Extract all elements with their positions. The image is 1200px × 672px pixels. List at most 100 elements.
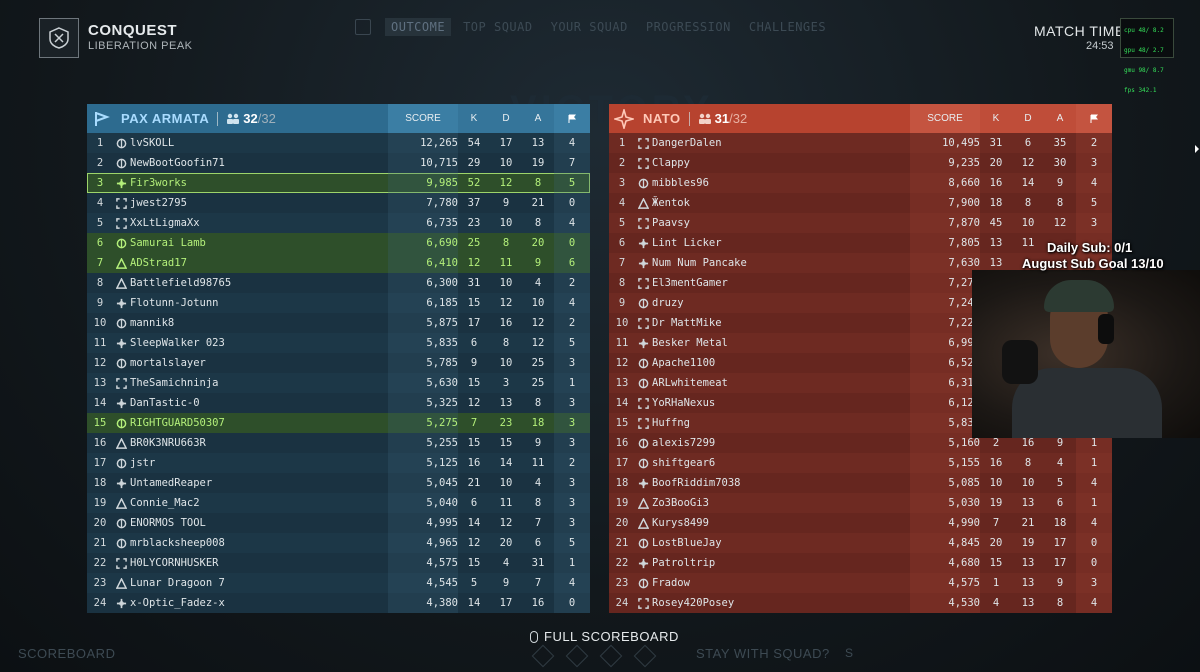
player-row[interactable]: 7 ADStrad17 6,410 12 11 9 6 (87, 253, 590, 273)
player-row[interactable]: 22 Patroltrip 4,680 15 13 17 0 (609, 553, 1112, 573)
col-assists[interactable]: A (522, 104, 554, 133)
col-kills[interactable]: K (980, 104, 1012, 133)
player-kills: 14 (467, 517, 481, 529)
col-kills[interactable]: K (458, 104, 490, 133)
player-kills: 15 (989, 557, 1003, 569)
player-row[interactable]: 12 mortalslayer 5,785 9 10 25 3 (87, 353, 590, 373)
player-row[interactable]: 21 mrblacksheep008 4,965 12 20 6 5 (87, 533, 590, 553)
player-assists: 9 (534, 257, 542, 269)
stay-with-squad-prompt[interactable]: STAY WITH SQUAD? (696, 646, 830, 661)
player-row[interactable]: 16 alexis7299 5,160 2 16 9 1 (609, 433, 1112, 453)
col-deaths[interactable]: D (490, 104, 522, 133)
player-row[interactable]: 20 Kurys8499 4,990 7 21 18 4 (609, 513, 1112, 533)
player-row[interactable]: 14 DanTastic-0 5,325 12 13 8 3 (87, 393, 590, 413)
player-row[interactable]: 1 DangerDalen 10,495 31 6 35 2 (609, 133, 1112, 153)
player-row[interactable]: 24 Rosey420Posey 4,530 4 13 8 4 (609, 593, 1112, 613)
player-row[interactable]: 9 Flotunn-Jotunn 6,185 15 12 10 4 (87, 293, 590, 313)
player-row[interactable]: 23 Fradow 4,575 1 13 9 3 (609, 573, 1112, 593)
player-rank: 5 (96, 217, 104, 229)
player-row[interactable]: 6 Lint Licker 7,805 13 11 (609, 233, 1112, 253)
tab-challenges[interactable]: CHALLENGES (748, 20, 827, 34)
player-deaths: 13 (1021, 597, 1035, 609)
player-kills: 21 (467, 477, 481, 489)
player-rank: 12 (93, 357, 107, 369)
player-name: Clappy (652, 157, 690, 169)
support-class-icon (113, 453, 129, 473)
player-row[interactable]: 5 XxLtLigmaXx 6,735 23 10 8 4 (87, 213, 590, 233)
full-scoreboard-button[interactable]: FULL SCOREBOARD (530, 629, 679, 644)
flag-icon[interactable] (554, 104, 590, 133)
player-rank: 22 (615, 557, 629, 569)
player-score: 4,965 (388, 533, 458, 553)
engineer-class-icon (113, 373, 129, 393)
player-rank: 20 (615, 517, 629, 529)
player-score: 6,120 (910, 393, 980, 413)
player-kills: 16 (989, 177, 1003, 189)
player-row[interactable]: 7 Num Num Pancake 7,630 13 (609, 253, 1112, 273)
player-deaths: 10 (499, 277, 513, 289)
player-row[interactable]: 8 Battlefield98765 6,300 31 10 4 2 (87, 273, 590, 293)
player-row[interactable]: 17 jstr 5,125 16 14 11 2 (87, 453, 590, 473)
player-rank: 14 (93, 397, 107, 409)
match-time-label: MATCH TIME (1034, 23, 1125, 39)
player-row[interactable]: 20 ENORMOS TOOL 4,995 14 12 7 3 (87, 513, 590, 533)
player-row[interactable]: 18 UntamedReaper 5,045 21 10 4 3 (87, 473, 590, 493)
player-row[interactable]: 3 Fir3works 9,985 52 12 8 5 (87, 173, 590, 193)
perf-line: cpu 48/ 8.2 (1124, 27, 1164, 34)
player-score: 4,545 (388, 573, 458, 593)
col-assists[interactable]: A (1044, 104, 1076, 133)
player-name: ENORMOS TOOL (130, 517, 206, 529)
flag-icon[interactable] (1076, 104, 1112, 133)
player-row[interactable]: 4 jwest2795 7,780 37 9 21 0 (87, 193, 590, 213)
player-row[interactable]: 2 Clappy 9,235 20 12 30 3 (609, 153, 1112, 173)
player-score: 9,235 (910, 153, 980, 173)
team-player-max: /32 (257, 111, 276, 126)
player-row[interactable]: 18 BoofRiddim7038 5,085 10 10 5 4 (609, 473, 1112, 493)
col-deaths[interactable]: D (1012, 104, 1044, 133)
tab-top-squad[interactable]: TOP SQUAD (463, 20, 533, 34)
player-row[interactable]: 5 Paavsy 7,870 45 10 12 3 (609, 213, 1112, 233)
player-row[interactable]: 21 LostBlueJay 4,845 20 19 17 0 (609, 533, 1112, 553)
player-row[interactable]: 19 Connie_Mac2 5,040 6 11 8 3 (87, 493, 590, 513)
player-row[interactable]: 17 shiftgear6 5,155 16 8 4 1 (609, 453, 1112, 473)
col-score[interactable]: SCORE (388, 104, 458, 133)
player-row[interactable]: 13 TheSamichninja 5,630 15 3 25 1 (87, 373, 590, 393)
player-row[interactable]: 3 mibbles96 8,660 16 14 9 4 (609, 173, 1112, 193)
player-row[interactable]: 6 Samurai Lamb 6,690 25 8 20 0 (87, 233, 590, 253)
player-kills: 25 (467, 237, 481, 249)
tab-progression[interactable]: PROGRESSION (645, 20, 731, 34)
col-score[interactable]: SCORE (910, 104, 980, 133)
player-rank: 18 (93, 477, 107, 489)
player-row[interactable]: 1 lvSKOLL 12,265 54 17 13 4 (87, 133, 590, 153)
player-row[interactable]: 24 x-Optic_Fadez-x 4,380 14 17 16 0 (87, 593, 590, 613)
player-row[interactable]: 19 Zo3BooGi3 5,030 19 13 6 1 (609, 493, 1112, 513)
player-row[interactable]: 2 NewBootGoofin71 10,715 29 10 19 7 (87, 153, 590, 173)
player-score: 4,575 (910, 573, 980, 593)
player-name: mibbles96 (652, 177, 709, 189)
player-row[interactable]: 11 SleepWalker 023 5,835 6 8 12 5 (87, 333, 590, 353)
player-kills: 12 (467, 397, 481, 409)
player-rank: 24 (93, 597, 107, 609)
player-rank: 16 (93, 437, 107, 449)
support-class-icon (113, 233, 129, 253)
tab-outcome[interactable]: OUTCOME (385, 18, 452, 36)
player-row[interactable]: 10 mannik8 5,875 17 16 12 2 (87, 313, 590, 333)
player-row[interactable]: 15 RIGHTGUARD50307 5,275 7 23 18 3 (87, 413, 590, 433)
player-name: Paavsy (652, 217, 690, 229)
support-class-icon (635, 573, 651, 593)
tab-your-squad[interactable]: YOUR SQUAD (550, 20, 628, 34)
player-name: Dr MattMike (652, 317, 722, 329)
nav-prev-icon[interactable] (355, 19, 371, 35)
player-row[interactable]: 23 Lunar Dragoon 7 4,545 5 9 7 4 (87, 573, 590, 593)
team-player-count: 32 (243, 111, 258, 126)
player-row[interactable]: 4 Ӂentok 7,900 18 8 8 5 (609, 193, 1112, 213)
player-rank: 19 (93, 497, 107, 509)
player-assists: 18 (531, 417, 545, 429)
player-row[interactable]: 16 BR0K3NRU663R 5,255 15 15 9 3 (87, 433, 590, 453)
player-kills: 6 (470, 337, 478, 349)
player-row[interactable]: 22 H0LYCORNHUSKER 4,575 15 4 31 1 (87, 553, 590, 573)
player-objectives: 3 (554, 513, 590, 533)
player-deaths: 23 (499, 417, 513, 429)
player-score: 7,630 (910, 253, 980, 273)
player-name: RIGHTGUARD50307 (130, 417, 225, 429)
